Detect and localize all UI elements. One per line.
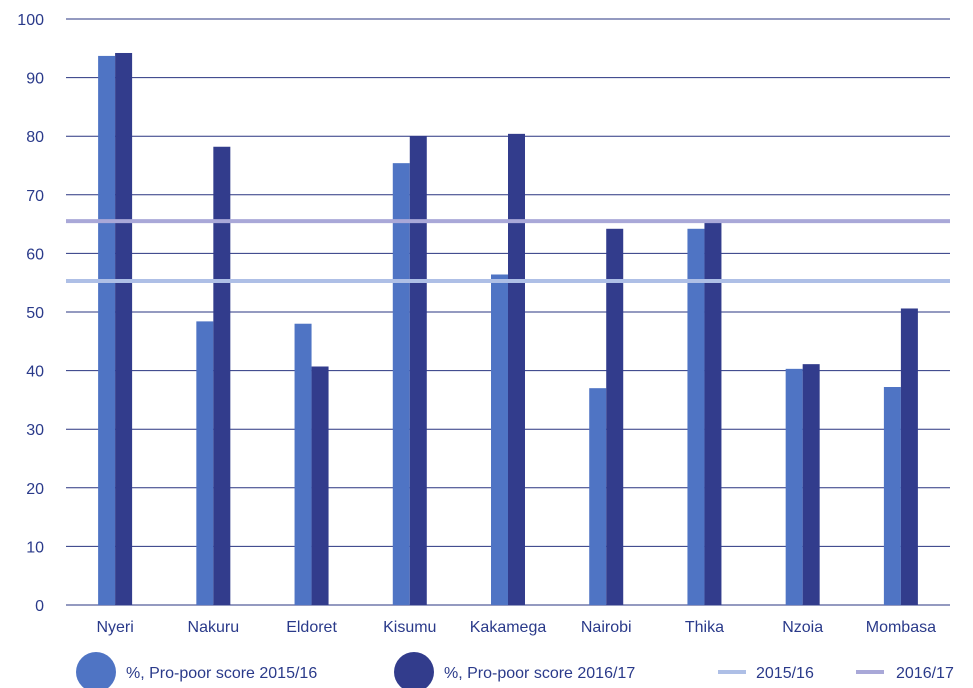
reference-lines [66,219,950,283]
legend-item-2015-16-score-label: %, Pro-poor score 2015/16 [126,665,317,682]
bar-mombasa-2016-17 [900,308,918,605]
bar-nairobi-2015-16 [589,388,607,605]
bar-nakuru-2015-16 [196,321,214,605]
bar-nyeri-2016-17 [115,52,133,606]
bar-eldoret-2015-16 [294,323,312,605]
y-tick-label-10: 10 [26,539,44,556]
y-tick-label-90: 90 [26,71,44,88]
y-tick-label-60: 60 [26,246,44,263]
y-axis-tick-labels: 0 10 20 30 40 50 60 70 80 90 100 [17,12,44,615]
bar-nairobi-2016-17 [606,228,624,605]
x-category-label-kisumu: Kisumu [383,619,436,636]
x-category-label-nyeri: Nyeri [96,619,133,636]
legend-item-2016-17-score-label: %, Pro-poor score 2016/17 [444,665,635,682]
x-category-label-nairobi: Nairobi [581,619,632,636]
y-tick-label-0: 0 [35,598,44,615]
y-tick-label-80: 80 [26,129,44,146]
bar-kisumu-2016-17 [409,136,427,605]
x-category-label-eldoret: Eldoret [286,619,337,636]
y-tick-label-40: 40 [26,364,44,381]
bar-nakuru-2016-17 [213,146,231,606]
bar-kisumu-2015-16 [392,163,410,605]
legend-item-2015-16-line-label: 2015/16 [756,665,814,682]
legend-item-2016-17-line-label: 2016/17 [896,665,954,682]
y-tick-label-70: 70 [26,188,44,205]
x-axis-category-labels: Nyeri Nakuru Eldoret Kisumu Kakamega Nairobi T… [96,619,936,636]
x-category-label-nakuru: Nakuru [188,619,240,636]
bar-kakamega-2016-17 [508,133,525,605]
bar-nzoia-2016-17 [802,364,820,605]
x-category-label-mombasa: Mombasa [866,619,936,636]
legend-item-2015-16-score-swatch [76,652,116,688]
bar-nyeri-2015-16 [98,55,116,606]
legend-item-2016-17-score-swatch [394,652,434,688]
bar-kakamega-2015-16 [491,274,508,605]
legend: %, Pro-poor score 2015/16 %, Pro-poor sco… [76,652,954,688]
y-tick-label-100: 100 [17,12,44,29]
y-tick-label-20: 20 [26,481,44,498]
x-category-label-kakamega: Kakamega [470,619,547,636]
bar-series [98,52,918,606]
bar-thika-2015-16 [687,228,705,605]
y-tick-label-30: 30 [26,422,44,439]
bar-nzoia-2015-16 [785,368,803,605]
bar-thika-2016-17 [704,222,722,606]
x-category-label-thika: Thika [685,619,724,636]
x-category-label-nzoia: Nzoia [782,619,823,636]
bar-mombasa-2015-16 [883,387,901,605]
bar-eldoret-2016-17 [311,366,329,605]
y-tick-label-50: 50 [26,305,44,322]
